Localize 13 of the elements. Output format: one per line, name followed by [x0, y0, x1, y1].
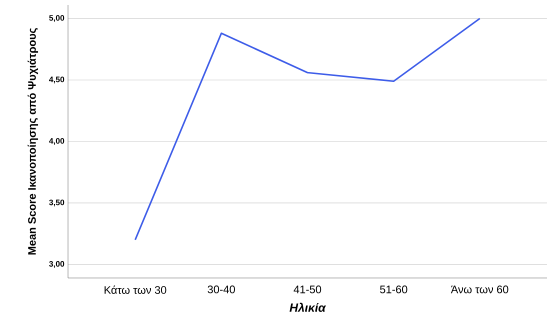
y-axis-title: Mean Score Ικανοποίησης από Ψυχιάτρους [28, 28, 38, 255]
x-tick-label: Κάτω των 30 [104, 286, 166, 294]
y-tick-label: 5,00 [49, 15, 64, 22]
y-tick-label: 4,50 [49, 76, 64, 84]
y-tick-label: 4,00 [49, 138, 64, 145]
x-tick-label: Άνω των 60 [450, 286, 508, 294]
x-tick-label: 51-60 [380, 286, 408, 294]
line-series [134, 18, 481, 241]
x-tick-label: 30-40 [208, 286, 235, 294]
y-tick-label: 3,50 [49, 200, 64, 206]
x-axis-title: Ηλικία [290, 302, 326, 312]
x-tick-label: 41-50 [294, 286, 322, 294]
y-tick-label: 3,00 [49, 261, 64, 268]
